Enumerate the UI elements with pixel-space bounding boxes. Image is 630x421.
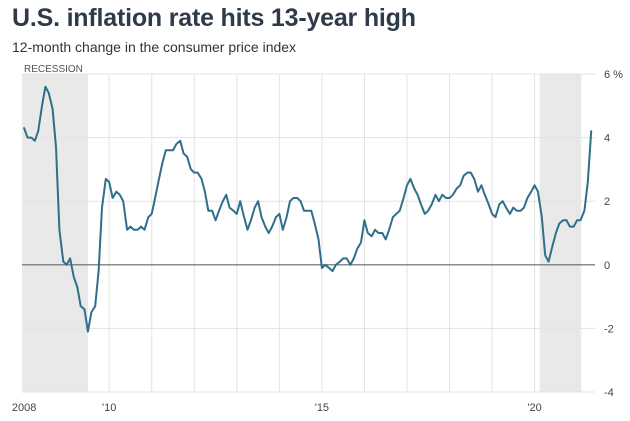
x-tick-label: 2008: [12, 402, 36, 414]
x-tick-label: '10: [102, 402, 116, 414]
y-axis-ticks: 6 % 4 2 0 -2 -4: [604, 69, 623, 399]
recession-label: RECESSION: [24, 64, 83, 75]
y-tick-label: 6 %: [604, 69, 623, 81]
y-tick-label: 4: [604, 133, 610, 145]
cpi-series-line: [23, 85, 593, 333]
recession-band: [539, 74, 582, 392]
x-tick-label: '20: [527, 402, 541, 414]
recession-bands: RECESSION: [22, 64, 582, 392]
gridlines: [22, 73, 595, 393]
recession-band: [22, 74, 88, 392]
y-tick-label: -2: [604, 323, 614, 335]
chart-title: U.S. inflation rate hits 13-year high: [12, 4, 416, 32]
x-axis-ticks: 2008 '10 '15 '20: [12, 402, 542, 414]
x-tick-label: '15: [315, 402, 329, 414]
y-tick-label: 0: [604, 260, 610, 272]
y-tick-label: 2: [604, 196, 610, 208]
chart-subtitle: 12-month change in the consumer price in…: [12, 39, 297, 55]
y-tick-label: -4: [604, 387, 614, 399]
series-layer: [23, 85, 593, 333]
